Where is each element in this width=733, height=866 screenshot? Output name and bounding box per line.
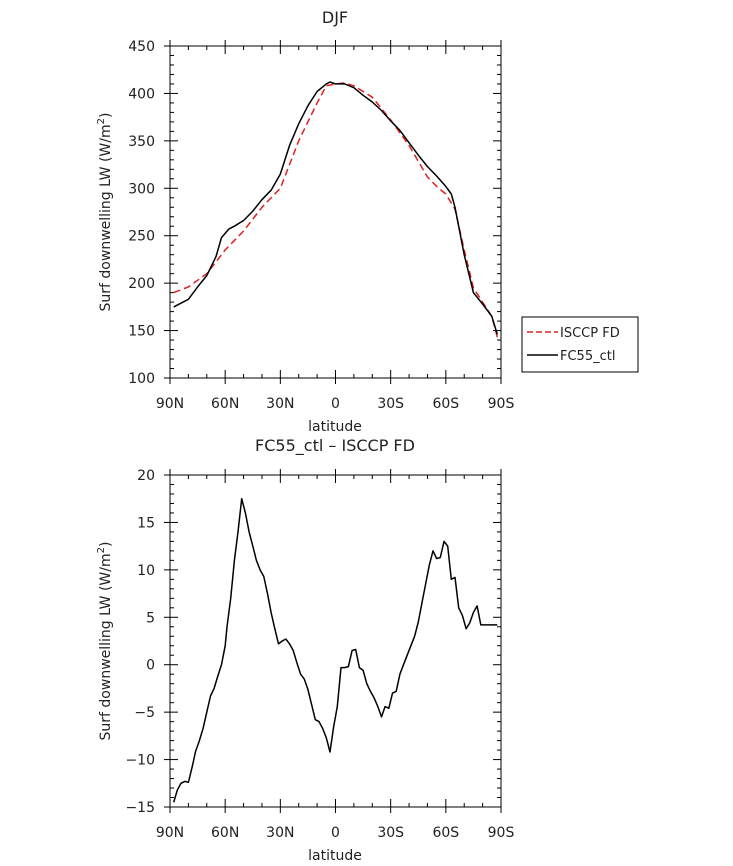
chart-title: FC55_ctl – ISCCP FD bbox=[255, 436, 415, 456]
y-tick-label: −5 bbox=[134, 705, 155, 721]
x-axis: 90N 60N 30N 0 30S 60S 90S bbox=[156, 40, 515, 412]
y-tick-label: 5 bbox=[146, 610, 155, 626]
y-tick-label: 400 bbox=[128, 86, 155, 102]
y-tick-label: −15 bbox=[125, 800, 155, 816]
plot-frame bbox=[169, 474, 502, 808]
legend-label-fc55: FC55_ctl bbox=[560, 349, 615, 364]
y-tick-label: 150 bbox=[128, 324, 155, 340]
x-tick-label: 0 bbox=[331, 825, 340, 841]
legend-frame bbox=[521, 316, 639, 373]
y-tick-label: 350 bbox=[128, 134, 155, 150]
y-tick-label: 15 bbox=[137, 515, 155, 531]
series-lines bbox=[173, 81, 499, 338]
series-line-fc55-ctl bbox=[173, 81, 499, 335]
chart-title: DJF bbox=[322, 8, 348, 27]
x-tick-label: 30S bbox=[377, 396, 404, 412]
legend: ISCCP FD FC55_ctl bbox=[521, 316, 639, 373]
y-tick-label: 450 bbox=[128, 39, 155, 55]
x-tick-label: 30N bbox=[266, 825, 294, 841]
x-tick-label: 60N bbox=[211, 825, 239, 841]
y-axis-label: Surf downwelling LW (W/m2) bbox=[96, 113, 114, 312]
y-tick-label: 100 bbox=[128, 371, 155, 387]
series-lines bbox=[172, 497, 498, 803]
x-axis-label: latitude bbox=[308, 419, 362, 435]
legend-label-isccp: ISCCP FD bbox=[560, 326, 620, 341]
x-tick-label: 60S bbox=[432, 396, 459, 412]
y-axis: 100 150 200 250 300 350 400 450 bbox=[128, 39, 501, 387]
y-tick-label: 20 bbox=[137, 468, 155, 484]
x-tick-label: 30N bbox=[266, 396, 294, 412]
x-tick-label: 90N bbox=[156, 825, 184, 841]
y-tick-label: 300 bbox=[128, 181, 155, 197]
y-tick-label: −10 bbox=[125, 753, 155, 769]
x-tick-label: 90S bbox=[488, 396, 515, 412]
chart-djf: DJF 100 150 200 250 300 350 400 450 90N 60N 30N 0 3… bbox=[96, 8, 639, 435]
x-axis: 90N 60N 30N 0 30S 60S 90S bbox=[156, 469, 515, 841]
x-tick-label: 0 bbox=[331, 396, 340, 412]
chart-difference: FC55_ctl – ISCCP FD −15 −10 −5 0 5 10 15 20 90N… bbox=[96, 436, 514, 864]
x-tick-label: 60N bbox=[211, 396, 239, 412]
x-tick-label: 90S bbox=[488, 825, 515, 841]
x-tick-label: 30S bbox=[377, 825, 404, 841]
y-tick-label: 0 bbox=[146, 658, 155, 674]
y-tick-label: 10 bbox=[137, 563, 155, 579]
y-tick-label: 250 bbox=[128, 229, 155, 245]
series-line-isccp-fd bbox=[173, 82, 499, 338]
y-axis-label: Surf downwelling LW (W/m2) bbox=[96, 542, 114, 741]
plot-frame bbox=[169, 45, 502, 379]
x-axis-label: latitude bbox=[308, 848, 362, 864]
y-axis: −15 −10 −5 0 5 10 15 20 bbox=[125, 468, 501, 816]
x-tick-label: 90N bbox=[156, 396, 184, 412]
x-tick-label: 60S bbox=[432, 825, 459, 841]
series-line-0 bbox=[172, 497, 498, 803]
y-tick-label: 200 bbox=[128, 276, 155, 292]
